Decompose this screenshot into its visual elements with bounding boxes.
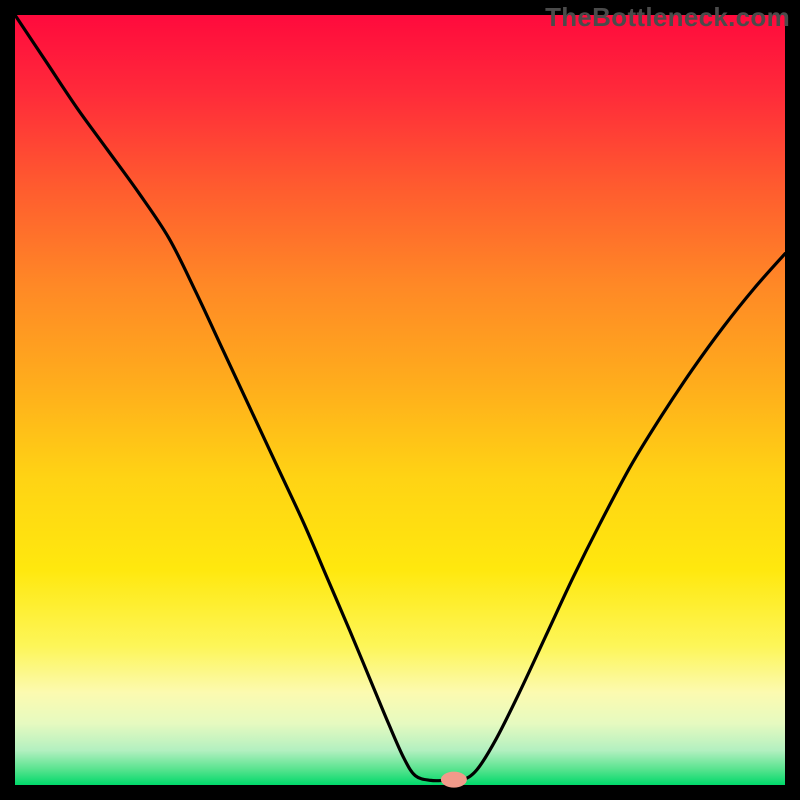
optimal-point-marker <box>441 772 467 788</box>
watermark-text: TheBottleneck.com <box>545 2 790 33</box>
plot-background <box>15 15 785 785</box>
bottleneck-chart <box>0 0 800 800</box>
chart-container: TheBottleneck.com <box>0 0 800 800</box>
